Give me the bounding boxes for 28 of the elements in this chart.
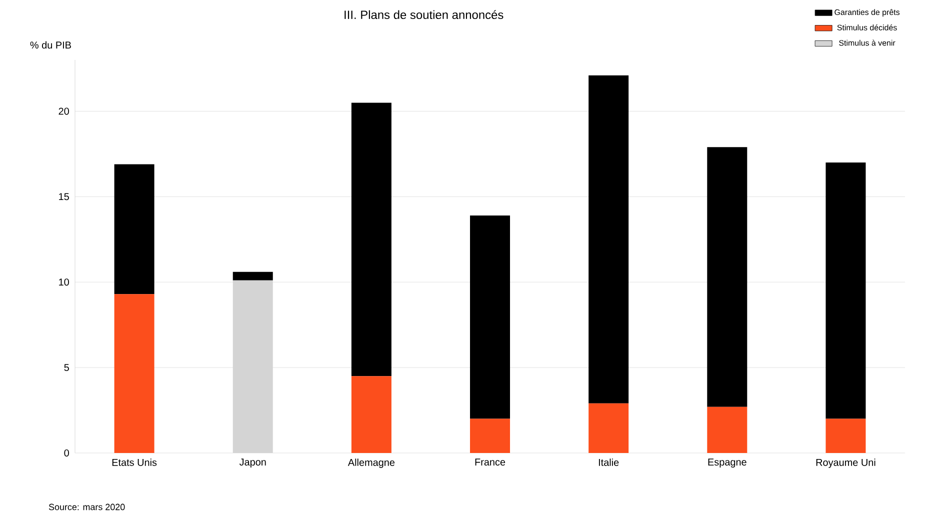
bar bbox=[351, 376, 392, 453]
y-tick-label: 20 bbox=[58, 108, 69, 115]
bar bbox=[707, 406, 748, 453]
bar bbox=[351, 102, 392, 376]
y-tick-label: 5 bbox=[64, 364, 69, 372]
y-tick-label: 10 bbox=[59, 278, 69, 286]
x-tick-label: Japon bbox=[239, 458, 266, 468]
y-axis-title: % du PIB bbox=[30, 41, 71, 49]
bar bbox=[826, 418, 866, 453]
source-note: Source: mars 2020 bbox=[48, 504, 125, 510]
bar bbox=[114, 164, 154, 294]
x-tick-label: Royaume Uni bbox=[816, 458, 876, 468]
x-tick-label: Espagne bbox=[708, 458, 746, 468]
bar bbox=[232, 272, 273, 280]
x-tick-label: Italie bbox=[598, 458, 619, 466]
bar bbox=[826, 162, 866, 419]
x-tick-label: France bbox=[475, 458, 506, 466]
bar bbox=[707, 147, 748, 407]
bar bbox=[114, 294, 154, 453]
y-tick-label: 0 bbox=[64, 449, 69, 457]
bar bbox=[588, 75, 629, 404]
bar bbox=[470, 215, 510, 419]
y-tick-label: 15 bbox=[59, 193, 69, 200]
chart-title: III. Plans de soutien annoncés bbox=[344, 10, 504, 20]
bar bbox=[588, 403, 629, 453]
x-tick-label: Allemagne bbox=[348, 458, 395, 468]
bar bbox=[470, 418, 510, 453]
x-tick-label: Etats Unis bbox=[112, 458, 157, 466]
